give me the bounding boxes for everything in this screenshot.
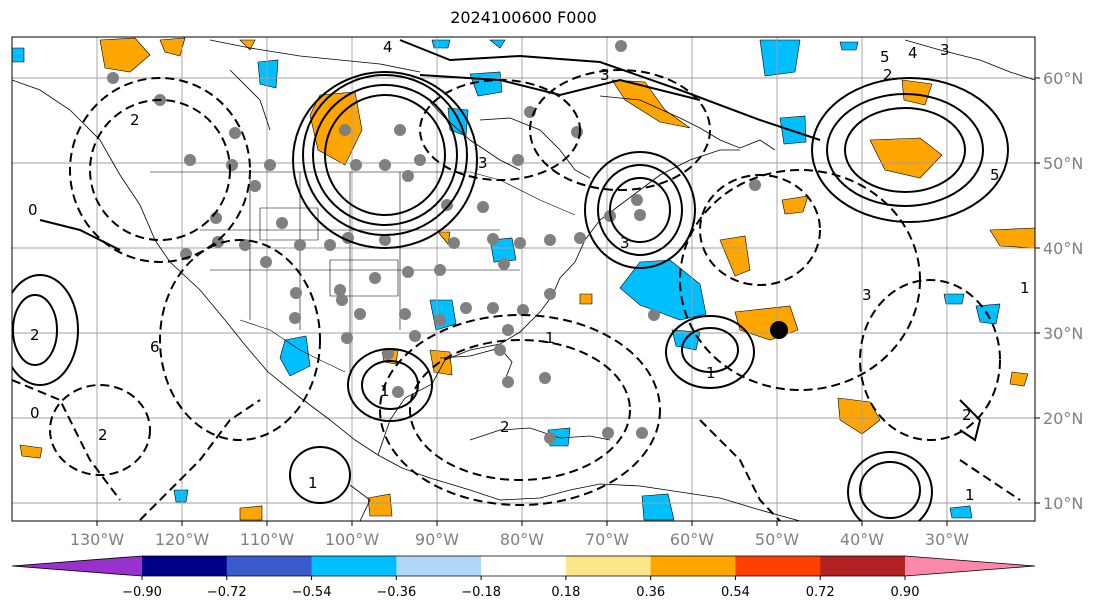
colorbar-tick-label: −0.72 xyxy=(207,585,247,600)
contour-label: 2 xyxy=(500,418,510,436)
colorbar-segment xyxy=(311,556,397,576)
map-background xyxy=(12,37,1035,521)
contour-label: 3 xyxy=(478,154,488,172)
lat-label: 10°N xyxy=(1043,494,1083,513)
colorbar-tick-label: 0.54 xyxy=(721,585,750,600)
lon-label: 60°W xyxy=(670,530,714,549)
contour-label: 6 xyxy=(150,338,160,356)
lat-label: 20°N xyxy=(1043,409,1083,428)
contour-label: 1 xyxy=(706,364,716,382)
colorbar-tick-label: 0.90 xyxy=(891,585,920,600)
lon-label: 130°W xyxy=(70,530,125,549)
lat-label: 50°N xyxy=(1043,154,1083,173)
axis-ticks xyxy=(96,77,1040,526)
lon-label: 110°W xyxy=(240,530,295,549)
map-contents: 4 3 5 4 3 2 2 3 1 2 0 3 5 2 1 0 1 1 3 2 … xyxy=(12,37,1035,521)
contour-label: 4 xyxy=(383,38,393,56)
negative-anomaly-shading xyxy=(12,39,1001,521)
map-frame xyxy=(11,36,1036,522)
positive-anomaly-shading xyxy=(19,37,1035,521)
storm-marker-icon xyxy=(770,321,788,339)
lon-label: 70°W xyxy=(585,530,629,549)
contour-label: 3 xyxy=(600,66,610,84)
contour-label: 3 xyxy=(940,41,950,59)
colorbar-segment xyxy=(650,556,736,576)
lon-label: 90°W xyxy=(415,530,459,549)
lon-label: 50°W xyxy=(755,530,799,549)
solid-contours xyxy=(12,39,1009,521)
map-title: 2024100600 F000 xyxy=(450,8,597,27)
borders xyxy=(150,171,576,373)
contour-label: 0 xyxy=(30,404,40,422)
colorbar-extend-high xyxy=(905,556,1035,576)
coastlines xyxy=(12,39,1035,521)
colorbar-tick-label: −0.90 xyxy=(122,585,162,600)
colorbar-tick-label: 0.18 xyxy=(551,585,580,600)
contour-label: 4 xyxy=(908,44,918,62)
colorbar-segment xyxy=(396,556,482,576)
colorbar-tick-label: −0.54 xyxy=(292,585,332,600)
contour-label: 5 xyxy=(990,166,1000,184)
longitude-labels: 130°W 120°W 110°W 100°W 90°W 80°W 70°W 6… xyxy=(70,530,969,549)
lon-label: 100°W xyxy=(325,530,380,549)
colorbar-segment xyxy=(820,556,906,576)
colorbar-tick-label: 0.72 xyxy=(806,585,835,600)
colorbar-segment xyxy=(481,556,567,576)
station-markers xyxy=(107,40,761,444)
lon-label: 120°W xyxy=(155,530,210,549)
contour-label: 0 xyxy=(28,201,38,219)
contour-labels: 4 3 5 4 3 2 2 3 1 2 0 3 5 2 1 0 1 1 3 2 … xyxy=(28,38,1030,504)
lat-label: 30°N xyxy=(1043,324,1083,343)
contour-label: 2 xyxy=(962,406,972,424)
lon-label: 80°W xyxy=(500,530,544,549)
colorbar-segment xyxy=(142,556,228,576)
contour-label: 2 xyxy=(883,66,893,84)
colorbar-tick-label: −0.18 xyxy=(461,585,501,600)
colorbar-segment xyxy=(735,556,821,576)
colorbar-tick-label: 0.36 xyxy=(636,585,665,600)
graticule xyxy=(12,37,1035,521)
dashed-contours xyxy=(12,69,1021,521)
contour-label: 3 xyxy=(862,286,872,304)
lon-label: 30°W xyxy=(925,530,969,549)
contour-label: 1 xyxy=(1020,279,1030,297)
contour-label: 2 xyxy=(130,111,140,129)
contour-label: 1 xyxy=(380,382,390,400)
contour-label: 5 xyxy=(880,48,890,66)
colorbar: −0.90 −0.72 −0.54 −0.36 −0.18 0.18 0.36 0.54 0.7… xyxy=(11,555,1036,600)
contour-label: 3 xyxy=(620,234,630,252)
lat-label: 60°N xyxy=(1043,69,1083,88)
colorbar-extend-low xyxy=(12,556,142,576)
contour-label: 2 xyxy=(30,326,40,344)
contour-label: 1 xyxy=(545,329,555,347)
contour-label: 1 xyxy=(965,486,975,504)
colorbar-tick-label: −0.36 xyxy=(376,585,416,600)
colorbar-segment xyxy=(226,556,313,576)
contour-label: 2 xyxy=(98,426,108,444)
contour-label: 1 xyxy=(308,474,318,492)
colorbar-segment xyxy=(565,556,652,576)
lat-label: 40°N xyxy=(1043,239,1083,258)
lon-label: 40°W xyxy=(840,530,884,549)
latitude-labels: 60°N 50°N 40°N 30°N 20°N 10°N xyxy=(1043,69,1083,513)
